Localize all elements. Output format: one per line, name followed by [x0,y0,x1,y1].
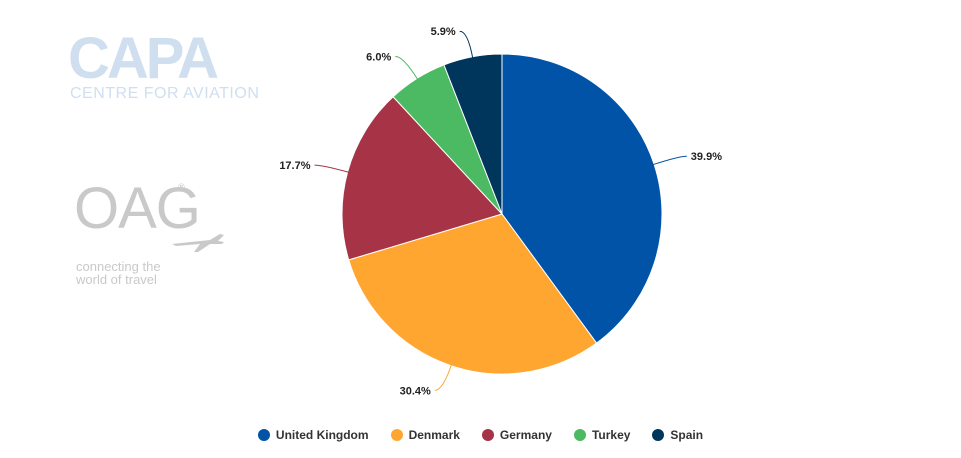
connector-germany [314,164,349,173]
connector-turkey [395,55,418,80]
legend-marker [390,429,403,441]
data-label-denmark: 30.4% [400,385,431,397]
data-label-united-kingdom: 39.9% [691,151,722,163]
oag-tagline-line1: connecting the [76,259,161,274]
legend-marker [652,429,665,441]
legend-item-united-kingdom[interactable]: United Kingdom [257,428,369,442]
legend-label: Turkey [591,428,631,442]
oag-logo-wordmark: OAG [74,176,201,241]
airplane-icon [172,234,224,252]
legend-item-turkey[interactable]: Turkey [573,428,631,442]
legend-item-denmark[interactable]: Denmark [390,428,460,442]
connector-united-kingdom [652,155,687,166]
oag-logo: OAG ® connecting the world of travel [74,180,234,290]
legend-label: Denmark [408,428,460,442]
legend-item-spain[interactable]: Spain [652,428,703,442]
legend-marker [257,429,270,441]
legend-marker [481,429,494,441]
capa-logo: CAPA CENTRE FOR AVIATION [68,30,278,104]
legend-marker [573,429,586,441]
chart-legend: United Kingdom Denmark Germany Turkey Spain [0,428,961,442]
oag-tagline: connecting the world of travel [76,260,196,286]
legend-item-germany[interactable]: Germany [481,428,552,442]
capa-logo-subtitle: CENTRE FOR AVIATION [70,85,260,102]
data-label-turkey: 6.0% [366,51,391,63]
legend-label: United Kingdom [275,428,369,442]
legend-label: Spain [670,428,704,442]
data-label-germany: 17.7% [279,160,310,172]
oag-registered-mark: ® [178,182,185,192]
capa-logo-wordmark: CAPA [68,26,219,91]
oag-tagline-line2: world of travel [76,272,157,287]
connector-spain [459,30,474,58]
connector-denmark [434,364,452,391]
legend-label: Germany [499,428,552,442]
data-label-spain: 5.9% [431,26,456,38]
